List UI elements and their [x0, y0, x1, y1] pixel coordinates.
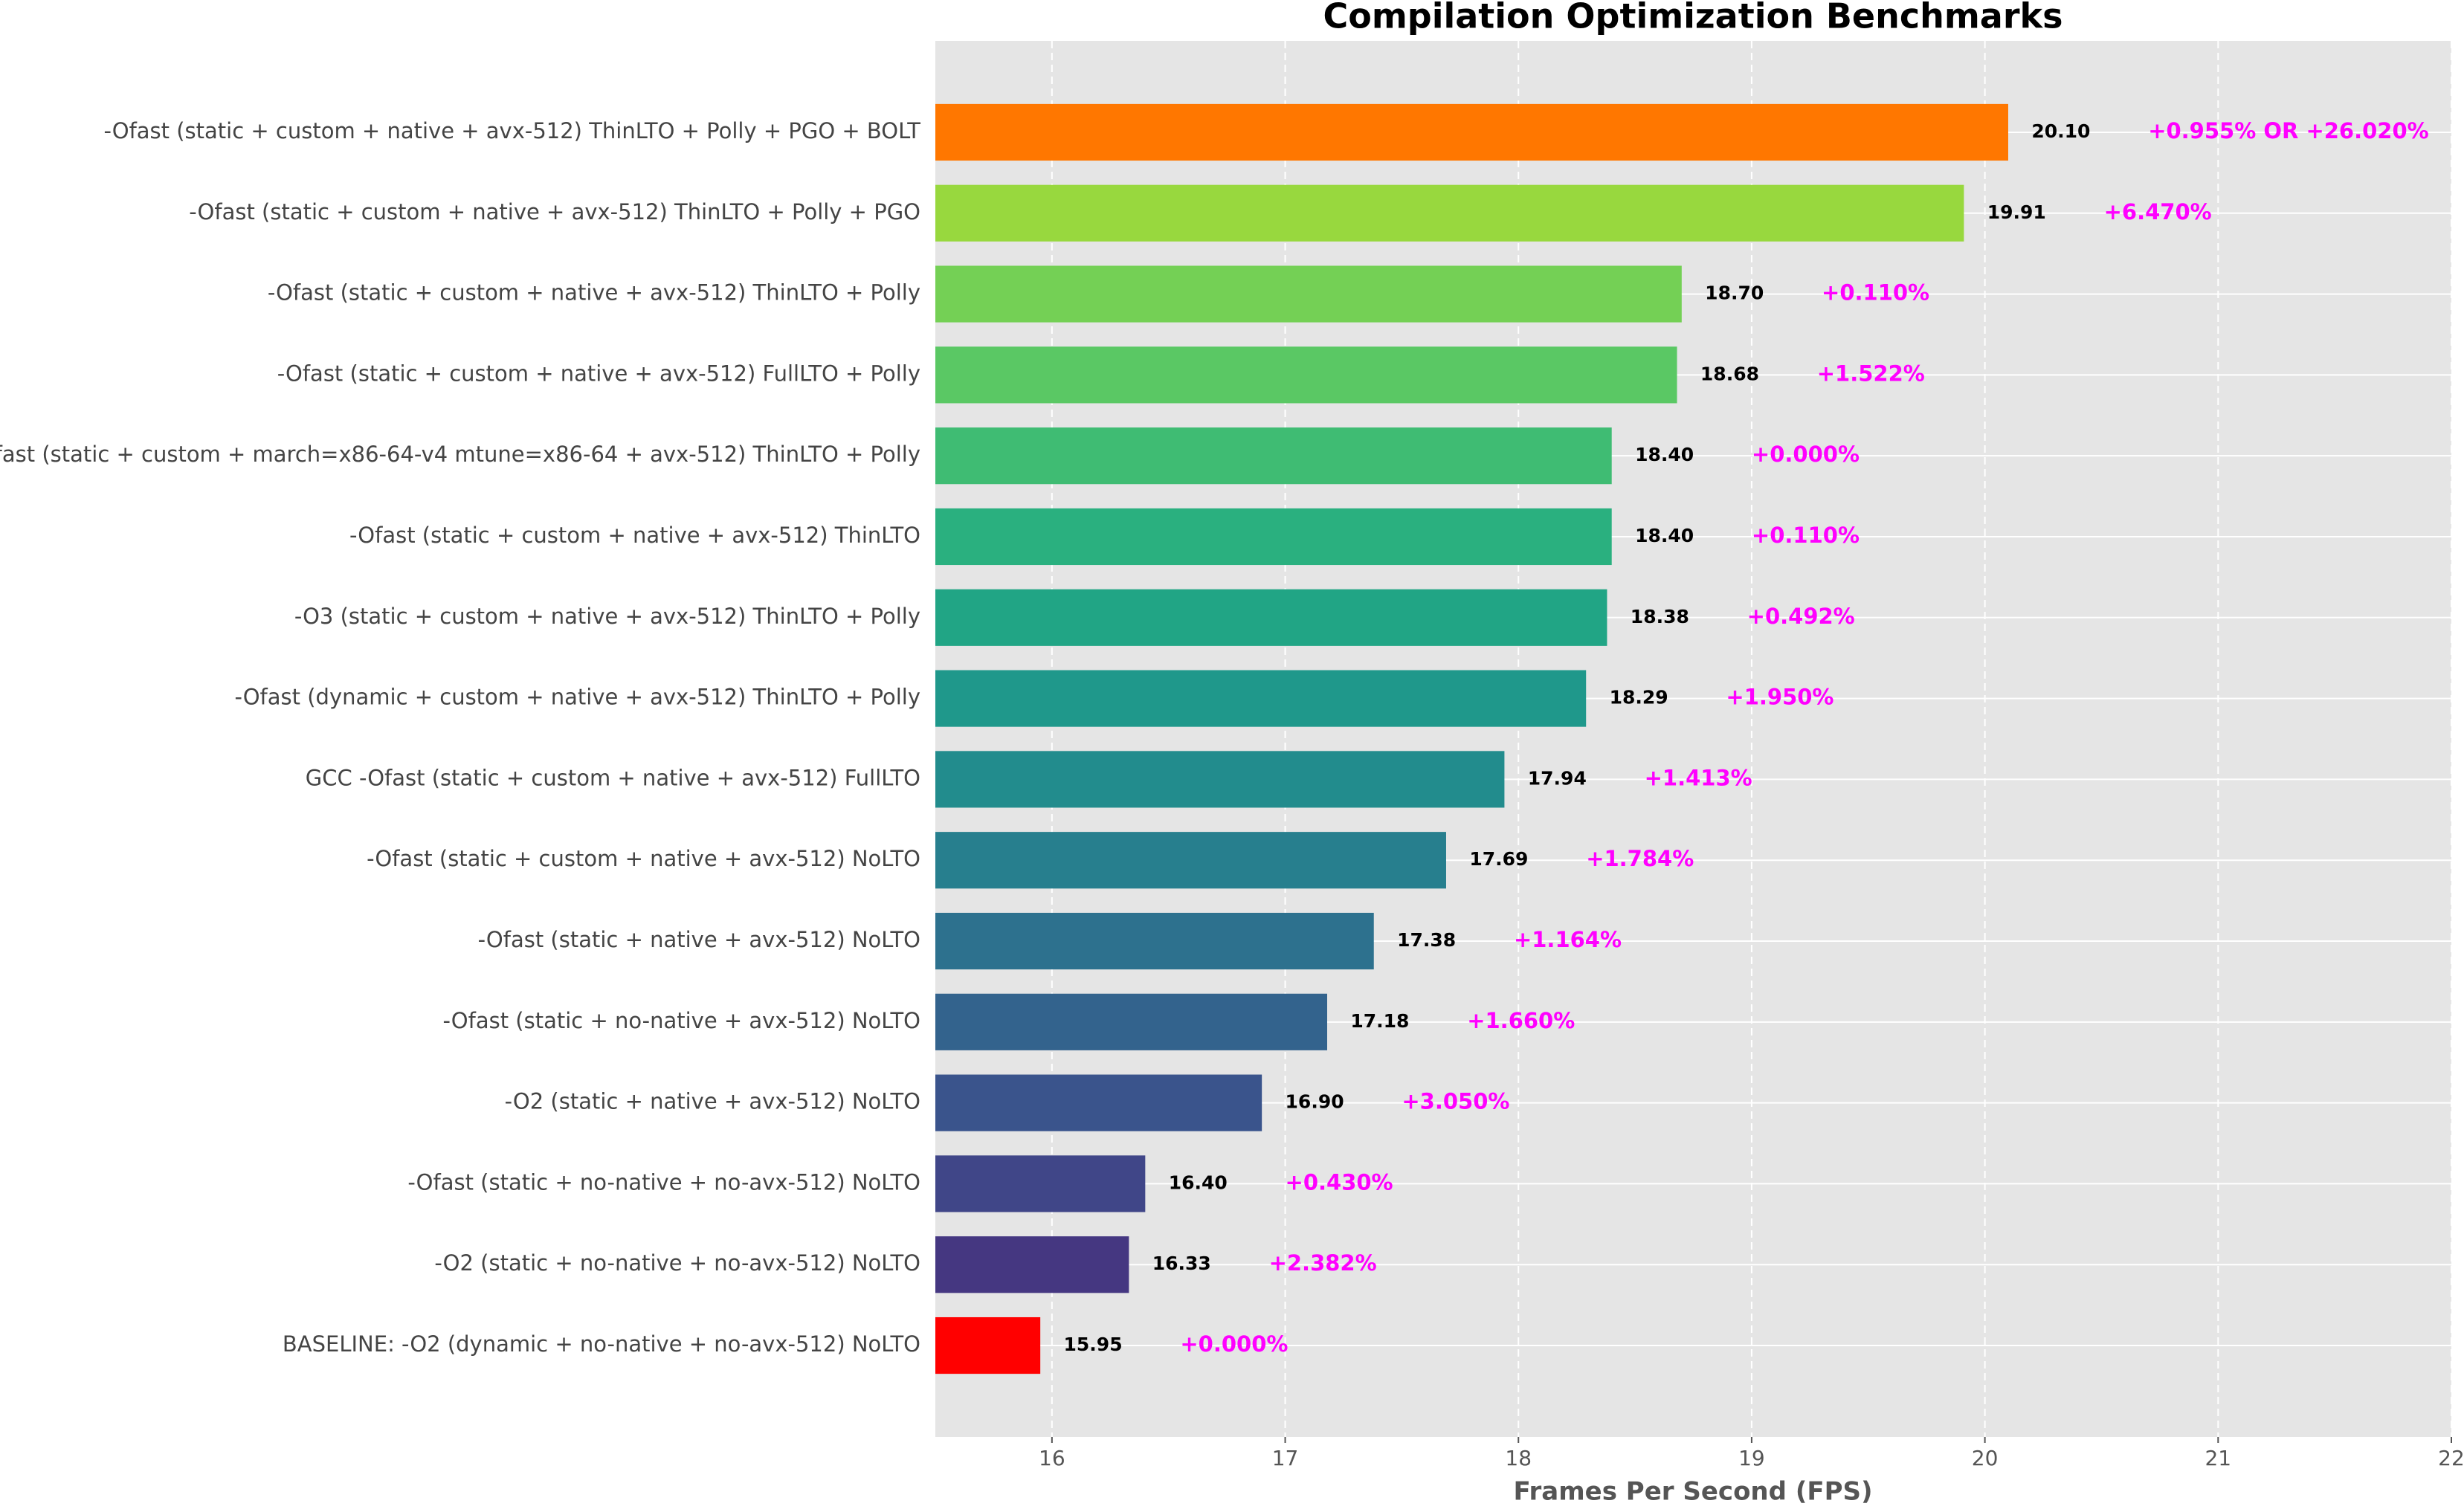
annotation: +0.110% — [1822, 280, 1929, 306]
annotation: +0.955% OR +26.020% — [2148, 118, 2429, 143]
y-tick-label: -O3 (static + custom + native + avx-512)… — [294, 604, 920, 629]
value-label: 16.90 — [1286, 1091, 1344, 1113]
bar — [935, 346, 1677, 404]
annotation: +1.164% — [1514, 927, 1622, 952]
annotation: +1.784% — [1586, 846, 1694, 871]
x-tick-label: 21 — [2205, 1446, 2231, 1470]
y-tick-label: -Ofast (static + no-native + avx-512) No… — [443, 1008, 920, 1033]
annotation: +0.110% — [1752, 523, 1860, 548]
y-tick-label: -Ofast (static + custom + native + avx-5… — [349, 523, 920, 548]
bar — [935, 1236, 1129, 1293]
y-tick-label: BASELINE: -O2 (dynamic + no-native + no-… — [283, 1331, 920, 1357]
value-label: 17.69 — [1469, 848, 1528, 870]
bar — [935, 1074, 1262, 1131]
x-tick-label: 22 — [2438, 1446, 2464, 1470]
bar — [935, 670, 1587, 727]
bar — [935, 265, 1682, 323]
annotation: +1.413% — [1645, 765, 1752, 790]
value-label: 15.95 — [1064, 1334, 1123, 1355]
value-label: 16.40 — [1169, 1172, 1228, 1193]
y-tick-label: -Ofast (static + custom + march=x86-64-v… — [0, 442, 920, 467]
x-tick-label: 18 — [1505, 1446, 1532, 1470]
value-label: 18.70 — [1705, 282, 1764, 304]
y-tick-label: -Ofast (dynamic + custom + native + avx-… — [234, 685, 920, 710]
bar — [935, 103, 2008, 161]
x-tick-label: 16 — [1039, 1446, 1065, 1470]
value-label: 20.10 — [2031, 120, 2090, 142]
y-tick-label: -Ofast (static + custom + native + avx-5… — [103, 118, 920, 143]
y-tick-label: -Ofast (static + custom + native + avx-5… — [277, 361, 920, 386]
bar — [935, 751, 1505, 808]
bar — [935, 427, 1612, 485]
x-axis-label: Frames Per Second (FPS) — [1513, 1477, 1872, 1507]
y-tick-label: -Ofast (static + no-native + no-avx-512)… — [407, 1169, 920, 1195]
y-tick-label: -O2 (static + native + avx-512) NoLTO — [505, 1089, 920, 1114]
chart-title: Compilation Optimization Benchmarks — [1323, 0, 2063, 36]
value-label: 18.40 — [1635, 525, 1694, 546]
bar — [935, 832, 1446, 889]
x-tick-label: 20 — [1972, 1446, 1999, 1470]
annotation: +0.430% — [1286, 1169, 1393, 1195]
y-tick-label: -O2 (static + no-native + no-avx-512) No… — [434, 1250, 920, 1276]
y-tick-label: -Ofast (static + custom + native + avx-5… — [367, 846, 920, 871]
annotation: +0.000% — [1180, 1331, 1288, 1357]
plot-background — [935, 41, 2451, 1437]
bar — [935, 912, 1374, 970]
annotation: +0.000% — [1752, 442, 1860, 467]
y-tick-label: GCC -Ofast (static + custom + native + a… — [306, 765, 920, 790]
value-label: 17.38 — [1397, 929, 1456, 951]
bar — [935, 1155, 1146, 1212]
annotation: +1.660% — [1467, 1008, 1575, 1033]
value-label: 17.94 — [1528, 767, 1587, 789]
annotation: +2.382% — [1269, 1250, 1377, 1276]
bar — [935, 589, 1607, 646]
annotation: +3.050% — [1402, 1089, 1509, 1114]
x-tick-label: 19 — [1738, 1446, 1765, 1470]
y-tick-label: -Ofast (static + custom + native + avx-5… — [189, 199, 920, 224]
bar — [935, 1316, 1041, 1374]
annotation: +1.950% — [1726, 685, 1834, 710]
value-label: 18.29 — [1610, 687, 1668, 708]
y-tick-label: -Ofast (static + custom + native + avx-5… — [268, 280, 920, 306]
bar — [935, 993, 1328, 1050]
annotation: +1.522% — [1817, 361, 1925, 386]
bar — [935, 184, 1964, 242]
value-label: 18.38 — [1631, 606, 1689, 627]
value-label: 18.40 — [1635, 444, 1694, 465]
x-tick-label: 17 — [1272, 1446, 1299, 1470]
value-label: 18.68 — [1700, 363, 1759, 384]
value-label: 19.91 — [1987, 201, 2046, 223]
value-label: 16.33 — [1152, 1253, 1211, 1274]
bar — [935, 508, 1612, 566]
y-tick-label: -Ofast (static + native + avx-512) NoLTO — [478, 927, 920, 952]
annotation: +6.470% — [2104, 199, 2212, 224]
value-label: 17.18 — [1350, 1010, 1409, 1032]
annotation: +0.492% — [1747, 604, 1855, 629]
